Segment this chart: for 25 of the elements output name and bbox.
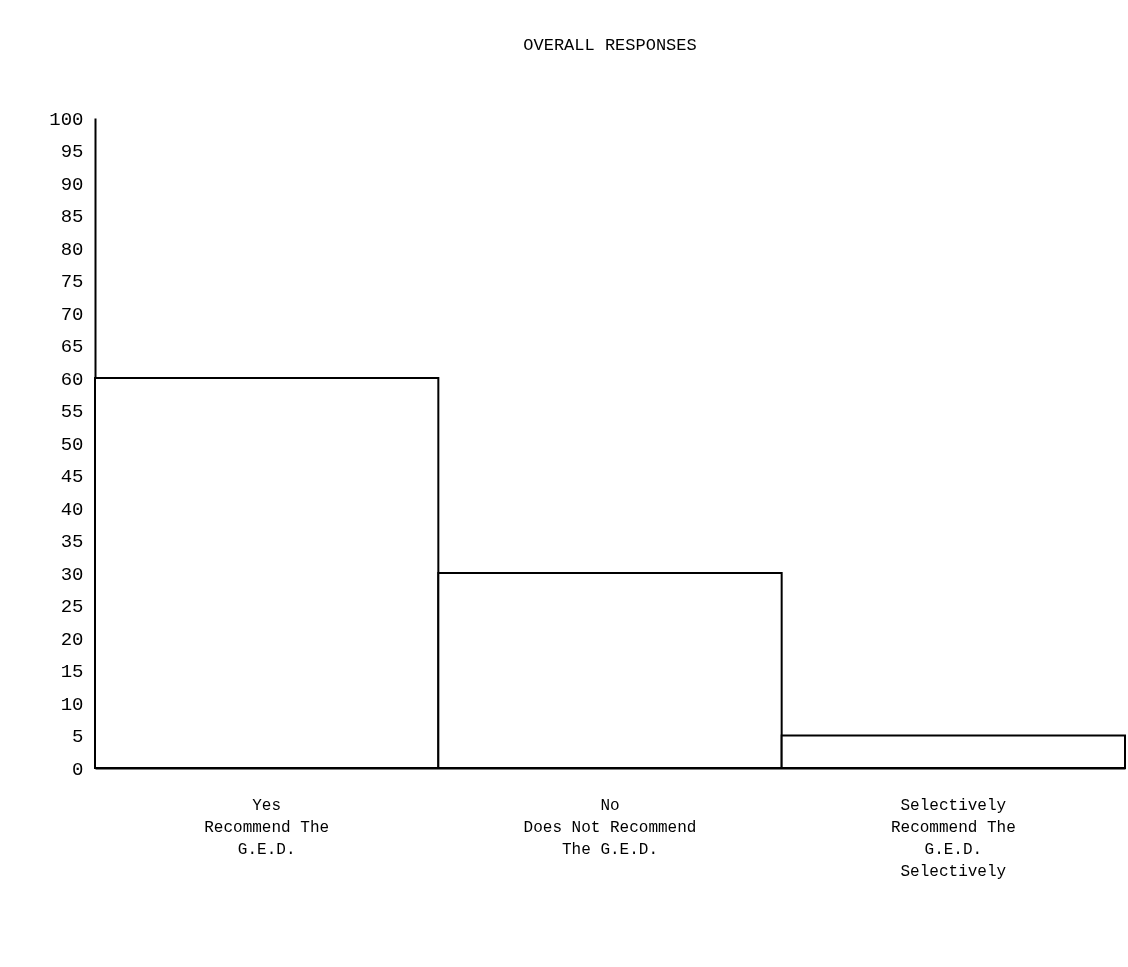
y-tick-label: 55 [60, 401, 84, 423]
x-tick-label: No Does Not Recommend The G.E.D. [523, 796, 697, 859]
x-tick-label: Selectively Recommend The G.E.D. Selectively [890, 796, 1016, 881]
y-tick-label: 80 [60, 238, 84, 261]
y-tick-label: 5 [72, 726, 84, 748]
y-tick-label: 25 [60, 596, 84, 618]
y-tick-label: 90 [60, 173, 84, 196]
y-tick-label: 50 [60, 433, 84, 456]
y-tick-label: 100 [49, 108, 84, 131]
y-tick-label: 85 [60, 206, 84, 228]
y-tick-label: 15 [60, 661, 84, 683]
y-tick-label: 65 [60, 336, 84, 358]
y-tick-label: 40 [60, 498, 84, 521]
y-tick-label: 0 [72, 758, 84, 781]
y-tick-label: 35 [60, 531, 84, 553]
y-tick-label: 30 [60, 563, 84, 586]
y-tick-label: 95 [60, 141, 84, 163]
y-tick-label: 60 [60, 368, 84, 391]
x-tick-label: Yes Recommend The G.E.D. [204, 796, 330, 859]
chart-title: OVERALL RESPONSES [523, 36, 697, 55]
y-tick-label: 20 [60, 628, 84, 651]
y-tick-label: 70 [60, 303, 84, 326]
y-tick-label: 10 [60, 693, 84, 716]
y-tick-label: 45 [60, 466, 84, 488]
y-tick-label: 75 [60, 271, 84, 293]
